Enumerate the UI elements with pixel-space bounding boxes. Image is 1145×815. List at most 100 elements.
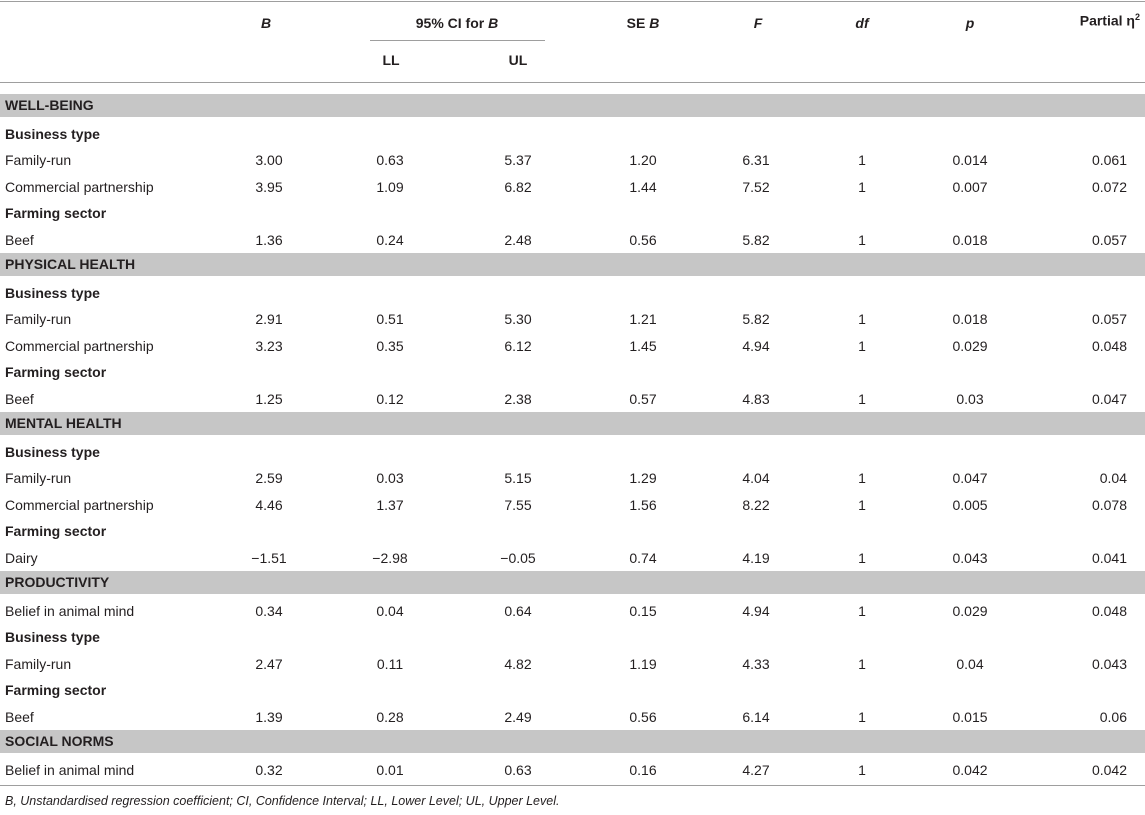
table-cell: 0.042	[1091, 761, 1127, 778]
table-cell: 0.005	[952, 496, 988, 513]
table-cell: 0.04	[1099, 470, 1127, 486]
table-cell: 0.24	[376, 231, 404, 248]
table-cell: 0.63	[376, 152, 404, 168]
table-cell: 1	[858, 708, 866, 725]
table-cell: 5.15	[504, 470, 532, 486]
table-cell: 0.057	[1091, 231, 1127, 248]
row-label: Family-run	[5, 655, 72, 672]
table-cell: −2.98	[372, 549, 408, 566]
table-cell: 0.32	[255, 761, 283, 778]
table-cell: −0.05	[500, 549, 536, 566]
section-row: PHYSICAL HEALTH	[0, 253, 1145, 276]
table-cell: 0.057	[1091, 311, 1127, 327]
subheading-row: Farming sector	[0, 677, 1145, 704]
table-cell: 1.36	[255, 231, 283, 248]
top-rule	[0, 1, 1145, 2]
row-label: Belief in animal mind	[5, 761, 135, 778]
table-cell: 0.03	[376, 470, 404, 486]
table-cell: 1	[858, 470, 866, 486]
row-label: Farming sector	[5, 205, 107, 221]
row-label: Farming sector	[5, 364, 107, 380]
header-rule	[0, 82, 1145, 83]
row-label: Beef	[5, 390, 34, 407]
subheading-row: Business type	[0, 121, 1145, 148]
table-cell: 0.06	[1099, 708, 1127, 725]
table-cell: 1.56	[629, 496, 657, 513]
table-row: Family-run 2.91 0.51 5.30 1.21 5.82 1 0.018 0.05…	[0, 306, 1145, 333]
table-cell: 4.04	[742, 470, 770, 486]
table-cell: 0.043	[952, 549, 988, 566]
subheading-row: Farming sector	[0, 518, 1145, 545]
section-row: MENTAL HEALTH	[0, 412, 1145, 435]
table-cell: 5.82	[742, 311, 770, 327]
table-cell: 0.078	[1091, 496, 1127, 513]
table-row: Dairy −1.51 −2.98 −0.05 0.74 4.19 1 0.043 0.041	[0, 545, 1145, 572]
table-cell: 1.20	[629, 152, 657, 168]
table-cell: 7.55	[504, 496, 532, 513]
table-cell: 0.64	[504, 602, 532, 619]
table-cell: 1	[858, 311, 866, 327]
row-label: Beef	[5, 708, 34, 725]
table-cell: 0.35	[376, 337, 404, 354]
table-cell: 4.19	[742, 549, 770, 566]
table-cell: 1	[858, 337, 866, 354]
table-cell: 5.82	[742, 231, 770, 248]
header-ll: LL	[382, 52, 400, 68]
table-cell: 7.52	[742, 178, 770, 195]
table-cell: 1.21	[629, 311, 657, 327]
table-row: Commercial partnership 3.23 0.35 6.12 1.45 4.…	[0, 333, 1145, 360]
table-cell: 1.37	[376, 496, 404, 513]
row-label: Commercial partnership	[5, 496, 154, 513]
table-cell: 0.015	[952, 708, 988, 725]
table-cell: 1	[858, 761, 866, 778]
subheading-row: Business type	[0, 280, 1145, 307]
row-label: Farming sector	[5, 682, 107, 698]
table-cell: 0.047	[1091, 390, 1127, 407]
table-cell: 0.04	[956, 655, 984, 672]
row-label: WELL-BEING	[5, 97, 94, 113]
table-cell: 0.11	[376, 655, 404, 672]
table-cell: 0.28	[376, 708, 404, 725]
table-cell: 0.042	[952, 761, 988, 778]
table-cell: 2.59	[255, 470, 283, 486]
row-label: Farming sector	[5, 523, 107, 539]
table-cell: 0.57	[629, 390, 657, 407]
table-cell: 6.82	[504, 178, 532, 195]
table-body: WELL-BEING Business type Family-run 3.00 0.6…	[0, 94, 1145, 783]
table-cell: 0.048	[1091, 602, 1127, 619]
row-label: Commercial partnership	[5, 178, 154, 195]
table-cell: 0.014	[952, 152, 988, 168]
table-cell: 1.39	[255, 708, 283, 725]
table-cell: 4.33	[742, 655, 770, 672]
table-row: Beef 1.25 0.12 2.38 0.57 4.83 1 0.03 0.047	[0, 386, 1145, 413]
table-cell: 4.94	[742, 602, 770, 619]
table-cell: −1.51	[251, 549, 287, 566]
table-row: Commercial partnership 4.46 1.37 7.55 1.56 8.…	[0, 492, 1145, 519]
table-cell: 3.23	[255, 337, 283, 354]
table-row: Beef 1.39 0.28 2.49 0.56 6.14 1 0.015 0.06	[0, 704, 1145, 731]
row-label: Beef	[5, 231, 34, 248]
ci-divider	[370, 40, 545, 41]
table-cell: 0.043	[1091, 655, 1127, 672]
row-label: Family-run	[5, 152, 72, 168]
table-cell: 1.29	[629, 470, 657, 486]
header-ci: 95% CI for B	[415, 15, 499, 31]
table-cell: 1.25	[255, 390, 283, 407]
row-label: PHYSICAL HEALTH	[5, 256, 136, 272]
bottom-rule	[0, 785, 1145, 786]
table-cell: 2.91	[255, 311, 283, 327]
table-cell: 4.83	[742, 390, 770, 407]
table-row: Belief in animal mind 0.34 0.04 0.64 0.15 4.9…	[0, 598, 1145, 625]
table-cell: 2.49	[504, 708, 532, 725]
table-row: Belief in animal mind 0.32 0.01 0.63 0.16 4.2…	[0, 757, 1145, 784]
table-cell: 0.16	[629, 761, 657, 778]
table-cell: 4.27	[742, 761, 770, 778]
table-cell: 6.31	[742, 152, 770, 168]
table-cell: 0.03	[956, 390, 984, 407]
table-cell: 1	[858, 655, 866, 672]
section-row: WELL-BEING	[0, 94, 1145, 117]
table-cell: 0.12	[376, 390, 404, 407]
table-cell: 1	[858, 549, 866, 566]
table-cell: 5.37	[504, 152, 532, 168]
table-cell: 2.48	[504, 231, 532, 248]
